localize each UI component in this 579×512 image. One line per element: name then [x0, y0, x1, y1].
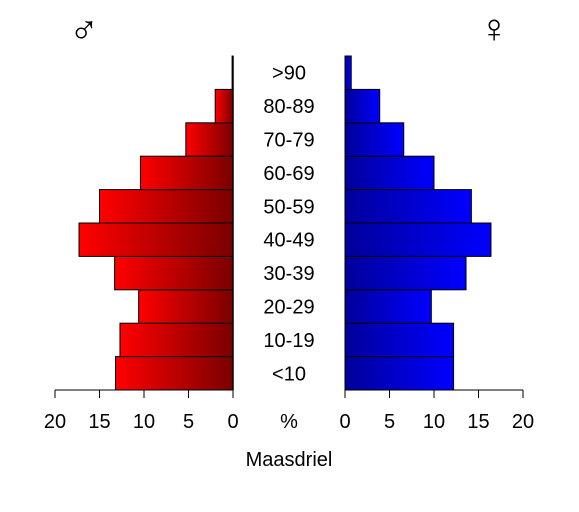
age-group-label: >90 [272, 63, 306, 85]
axis-tick-label: 10 [133, 411, 155, 433]
female-bar-10-19 [344, 322, 455, 358]
male-symbol: ♂ [69, 7, 99, 51]
male-bars [78, 55, 234, 391]
female-bar-<10 [344, 356, 455, 391]
axis-tick-label: 5 [384, 411, 395, 433]
axis-tick-label: 20 [512, 411, 534, 433]
axis-tick-label: 0 [339, 411, 350, 433]
axis-tick-label: 10 [423, 411, 445, 433]
female-bars [344, 55, 492, 391]
male-bar-20-29 [138, 289, 234, 324]
male-bar-60-69 [139, 155, 234, 191]
age-group-label: 40-49 [263, 230, 314, 252]
age-group-label: 10-19 [263, 330, 314, 352]
axis-tick-label: 0 [227, 411, 238, 433]
female-bar-30-39 [344, 255, 467, 291]
male-bar-70-79 [185, 122, 234, 157]
age-group-label: 80-89 [263, 96, 314, 118]
age-group-label: <10 [272, 363, 306, 385]
female-bar->90 [344, 55, 352, 90]
age-group-label: 60-69 [263, 163, 314, 185]
male-bar-30-39 [114, 255, 234, 291]
age-group-label: 50-59 [263, 196, 314, 218]
axis-tick-label: 20 [44, 411, 66, 433]
female-bar-60-69 [344, 155, 435, 191]
age-group-labels: <10 10-19 20-29 30-39 40-49 50-59 60-69 70-79 80… [263, 63, 314, 386]
male-bar-10-19 [119, 322, 234, 358]
male-bar-80-89 [214, 88, 234, 124]
female-bar-40-49 [344, 222, 492, 257]
axis-tick-label: 15 [88, 411, 110, 433]
female-bar-50-59 [344, 189, 472, 224]
male-bar-40-49 [78, 222, 234, 257]
x-axis-title: Maasdriel [246, 449, 333, 471]
age-group-label: 20-29 [263, 297, 314, 319]
female-symbol: ♀ [479, 7, 509, 51]
female-bar-20-29 [344, 289, 432, 324]
male-bar-50-59 [99, 189, 234, 224]
axis-tick-label: 15 [467, 411, 489, 433]
center-tick-label: % [280, 411, 298, 433]
age-group-label: 70-79 [263, 130, 314, 152]
female-x-axis: 0 5 10 15 20 [339, 389, 534, 433]
male-bar-<10 [115, 356, 234, 391]
age-group-label: 30-39 [263, 263, 314, 285]
male-x-axis: 20 15 10 5 0 [44, 389, 239, 433]
female-bar-80-89 [344, 88, 381, 124]
axis-tick-label: 5 [183, 411, 194, 433]
female-bar-70-79 [344, 122, 405, 157]
